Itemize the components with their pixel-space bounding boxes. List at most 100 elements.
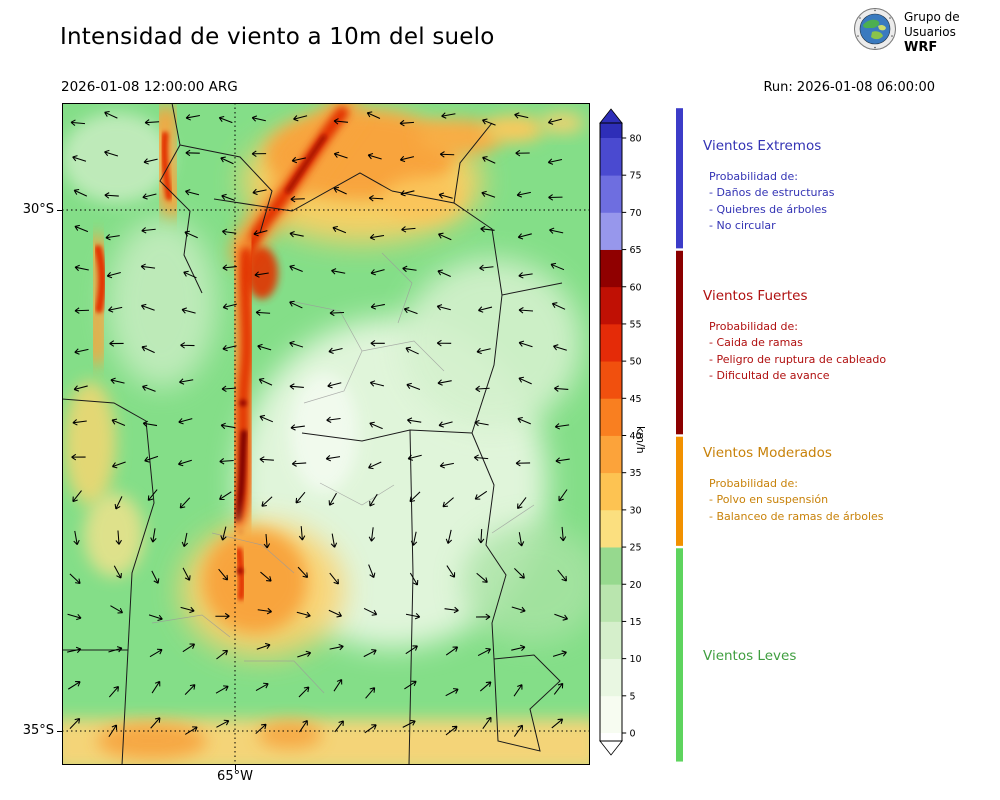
wind-arrow — [554, 613, 569, 621]
colorbar-tick-label: 70 — [630, 208, 642, 219]
wind-arrow — [298, 526, 306, 541]
wind-arrow — [142, 384, 156, 392]
wind-arrow — [478, 306, 493, 313]
wind-arrow — [474, 419, 489, 427]
wind-arrow — [263, 533, 271, 549]
logo-line-1: Grupo de — [904, 10, 960, 24]
colorbar-tick-label: 80 — [630, 134, 642, 145]
wind-arrow — [261, 496, 273, 507]
wind-arrow — [368, 194, 384, 202]
legend-item: - Peligro de ruptura de cableado — [709, 352, 887, 366]
wind-arrow — [515, 149, 530, 157]
wind-arrow — [446, 565, 456, 578]
lat-label-30s: 30°S — [22, 202, 54, 217]
colorbar-band — [600, 621, 622, 660]
wind-arrow — [297, 650, 312, 658]
wind-arrow — [289, 383, 304, 390]
wind-intensity-map — [62, 103, 590, 765]
wind-arrow — [74, 348, 89, 355]
wind-arrow — [407, 417, 422, 424]
wind-arrow — [72, 155, 87, 162]
colorbar-band — [600, 212, 622, 250]
wind-arrow — [142, 193, 157, 200]
wind-arrow — [182, 567, 191, 581]
wind-arrow — [185, 149, 200, 157]
wind-arrow — [298, 686, 310, 698]
wind-arrow — [438, 232, 452, 241]
wind-arrow — [184, 684, 196, 695]
wind-arrow — [221, 385, 237, 393]
wind-arrow — [480, 225, 495, 233]
wind-arrow — [369, 233, 385, 241]
colorbar-band — [600, 249, 622, 288]
lat-label-35s: 35°S — [22, 723, 54, 738]
wind-arrow — [179, 378, 194, 385]
wind-arrow — [259, 414, 274, 423]
wind-arrow — [325, 454, 341, 462]
colorbar-tick-label: 65 — [630, 245, 642, 256]
wind-arrow — [409, 491, 421, 503]
wind-arrow — [218, 115, 233, 124]
wind-arrow — [548, 194, 563, 201]
wind-arrow — [290, 424, 305, 431]
wind-arrow — [178, 418, 193, 425]
wind-arrow — [140, 263, 156, 271]
wind-arrow — [477, 528, 485, 544]
wind-arrow — [437, 269, 451, 277]
wind-arrow — [402, 719, 416, 728]
colorbar-tick-label: 55 — [630, 319, 642, 330]
colorbar-tick-label: 10 — [630, 654, 642, 665]
wind-arrow — [370, 340, 385, 347]
wind-arrow — [216, 719, 230, 728]
wind-arrow — [329, 572, 339, 585]
wind-arrow — [441, 112, 456, 119]
wind-arrow — [511, 644, 526, 652]
wind-arrow — [67, 681, 81, 690]
wrf-globe-logo-icon — [854, 8, 896, 50]
wind-arrow — [366, 111, 381, 119]
wind-arrow — [151, 680, 161, 694]
colorbar-band — [600, 323, 622, 362]
valid-time-label: 2026-01-08 12:00:00 ARG — [61, 79, 238, 95]
wind-arrow — [409, 572, 419, 586]
wind-arrow — [410, 531, 418, 546]
wind-arrow — [222, 303, 237, 310]
wind-arrow — [368, 564, 376, 579]
wind-arrow — [143, 158, 158, 165]
colorbar-tick-label: 50 — [630, 357, 642, 368]
wind-arrow — [445, 646, 459, 656]
wind-arrow — [106, 271, 121, 279]
wind-arrow — [330, 533, 338, 548]
wind-arrow — [74, 224, 89, 233]
wind-arrow — [182, 643, 196, 653]
colorbar-band — [600, 658, 622, 697]
wind-arrow — [329, 309, 345, 317]
colorbar-band — [600, 175, 622, 213]
legend-item: - Quiebres de árboles — [709, 202, 827, 216]
wind-arrow — [256, 642, 271, 650]
wind-arrow — [552, 650, 567, 657]
wind-arrow — [74, 307, 90, 314]
wind-arrow — [74, 264, 89, 272]
category-bar-segment-fuertes — [676, 250, 683, 435]
wind-arrow — [405, 346, 419, 355]
wind-arrow — [370, 303, 385, 310]
lon-label-65w: 65°W — [217, 769, 253, 784]
legend-item: - No circular — [709, 218, 776, 232]
wind-arrow — [518, 376, 532, 385]
colorbar-band — [600, 361, 622, 399]
legend-item: - Daños de estructuras — [709, 186, 835, 200]
wind-arrow — [517, 417, 531, 425]
legend-item: Probabilidad de: — [709, 170, 798, 183]
wind-arrow — [253, 230, 268, 237]
wind-arrow — [476, 572, 488, 583]
wind-arrow — [289, 300, 303, 309]
wind-arrow — [334, 720, 344, 733]
legend-section-fuertes: Vientos Fuertes Probabilidad de: - Caida… — [703, 288, 988, 384]
legend-title-moderados: Vientos Moderados — [703, 445, 832, 461]
wind-arrow — [69, 718, 81, 730]
wind-arrow — [111, 461, 126, 469]
wind-arrow — [71, 453, 86, 461]
legend-item: - Polvo en suspensión — [709, 493, 829, 507]
